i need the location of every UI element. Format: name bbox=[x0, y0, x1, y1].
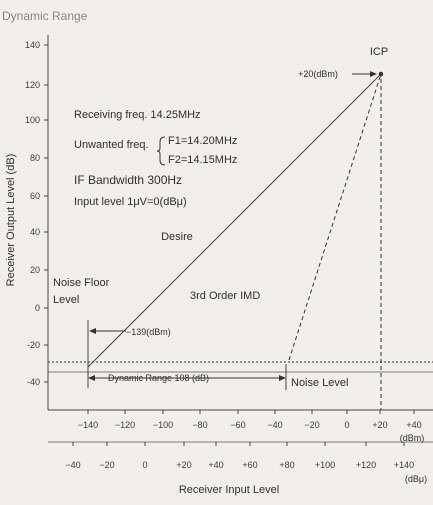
bottom-x-tick-plus-60: +60 bbox=[242, 460, 257, 470]
if-bandwidth-label: IF Bandwidth 300Hz bbox=[74, 173, 182, 187]
top-x-tick-minus-100: −100 bbox=[153, 420, 173, 430]
top-x-tick-0: 0 bbox=[344, 420, 349, 430]
bottom-x-tick-plus-120: +120 bbox=[356, 460, 376, 470]
third-order-imd-line bbox=[288, 73, 382, 361]
dynamic-range-arrow-right bbox=[279, 375, 286, 381]
bottom-x-tick-plus-80: +80 bbox=[279, 460, 294, 470]
noise-floor-value-label: −139(dBm) bbox=[126, 327, 171, 337]
bottom-x-tick-plus-140: +140 bbox=[394, 460, 414, 470]
top-x-unit: (dBm) bbox=[400, 433, 425, 443]
y-axis-label: Receiver Output Level (dB) bbox=[5, 154, 17, 287]
icp-point bbox=[378, 71, 384, 77]
icp-value-arrow-head bbox=[370, 71, 377, 77]
y-tick-minus-20: -20 bbox=[27, 340, 40, 350]
y-tick-60: 60 bbox=[30, 191, 40, 201]
top-x-tick-plus-40: +40 bbox=[406, 420, 421, 430]
y-tick-120: 120 bbox=[25, 80, 40, 90]
y-ticks bbox=[44, 44, 48, 383]
bottom-x-tick-plus-40: +40 bbox=[208, 460, 223, 470]
bottom-x-tick-minus-20: −20 bbox=[99, 460, 114, 470]
top-x-tick-plus-20: +20 bbox=[372, 420, 387, 430]
bottom-x-tick-0: 0 bbox=[142, 460, 147, 470]
unwanted-freq-f2: F2=14.15MHz bbox=[168, 154, 237, 166]
y-tick-20: 20 bbox=[30, 265, 40, 275]
y-tick-100: 100 bbox=[25, 115, 40, 125]
top-x-tick-minus-120: −120 bbox=[115, 420, 135, 430]
bottom-x-tick-plus-100: +100 bbox=[315, 460, 335, 470]
y-tick-0: 0 bbox=[35, 303, 40, 313]
top-x-tick-minus-40: −40 bbox=[267, 420, 282, 430]
top-x-tick-minus-140: −140 bbox=[78, 420, 98, 430]
desire-label: Desire bbox=[161, 231, 193, 243]
diagram-title-partial: Dynamic Range bbox=[2, 9, 88, 23]
noise-floor-label-line1: Noise Floor bbox=[53, 277, 110, 289]
icp-label: ICP bbox=[370, 46, 388, 58]
bottom-x-ticks bbox=[72, 442, 405, 446]
third-order-imd-label: 3rd Order IMD bbox=[190, 290, 260, 302]
y-tick-40: 40 bbox=[30, 227, 40, 237]
x-axis-label: Receiver Input Level bbox=[179, 484, 279, 496]
noise-level-label: Noise Level bbox=[291, 377, 348, 389]
top-x-tick-minus-80: −80 bbox=[192, 420, 207, 430]
dynamic-range-label: Dynamic Range 108 (dB) bbox=[108, 373, 209, 383]
bottom-x-unit: (dBμ) bbox=[405, 474, 427, 484]
bottom-x-tick-plus-20: +20 bbox=[176, 460, 191, 470]
y-tick-minus-40: -40 bbox=[27, 377, 40, 387]
y-tick-140: 140 bbox=[25, 40, 40, 50]
icp-value-label: +20(dBm) bbox=[298, 69, 338, 79]
dynamic-range-arrow-left bbox=[88, 375, 95, 381]
receiving-freq-label: Receiving freq. 14.25MHz bbox=[74, 109, 201, 121]
top-x-tick-minus-60: −60 bbox=[230, 420, 245, 430]
desire-line bbox=[87, 73, 382, 368]
unwanted-freq-f1: F1=14.20MHz bbox=[168, 135, 237, 147]
noise-floor-arrow-head bbox=[89, 328, 96, 334]
y-tick-80: 80 bbox=[30, 153, 40, 163]
unwanted-freq-label: Unwanted freq. bbox=[74, 139, 149, 151]
top-x-tick-minus-20: −20 bbox=[304, 420, 319, 430]
top-x-ticks bbox=[87, 410, 415, 414]
input-level-label: Input level 1μV=0(dBμ) bbox=[74, 196, 187, 208]
bottom-x-tick-minus-40: −40 bbox=[65, 460, 80, 470]
noise-floor-label-line2: Level bbox=[53, 294, 79, 306]
unwanted-freq-brace bbox=[156, 136, 166, 166]
